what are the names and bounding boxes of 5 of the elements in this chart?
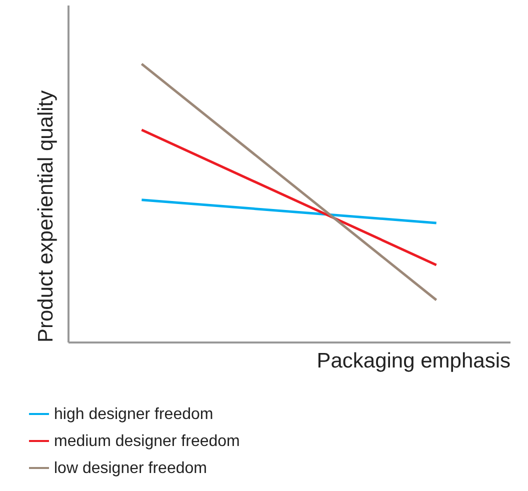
legend-label: low designer freedom	[54, 460, 207, 477]
x-axis-title: Packaging emphasis	[316, 350, 510, 372]
legend-label: medium designer freedom	[54, 433, 240, 450]
y-axis-title: Product experiential quality	[34, 90, 58, 342]
legend-label: high designer freedom	[54, 406, 214, 423]
